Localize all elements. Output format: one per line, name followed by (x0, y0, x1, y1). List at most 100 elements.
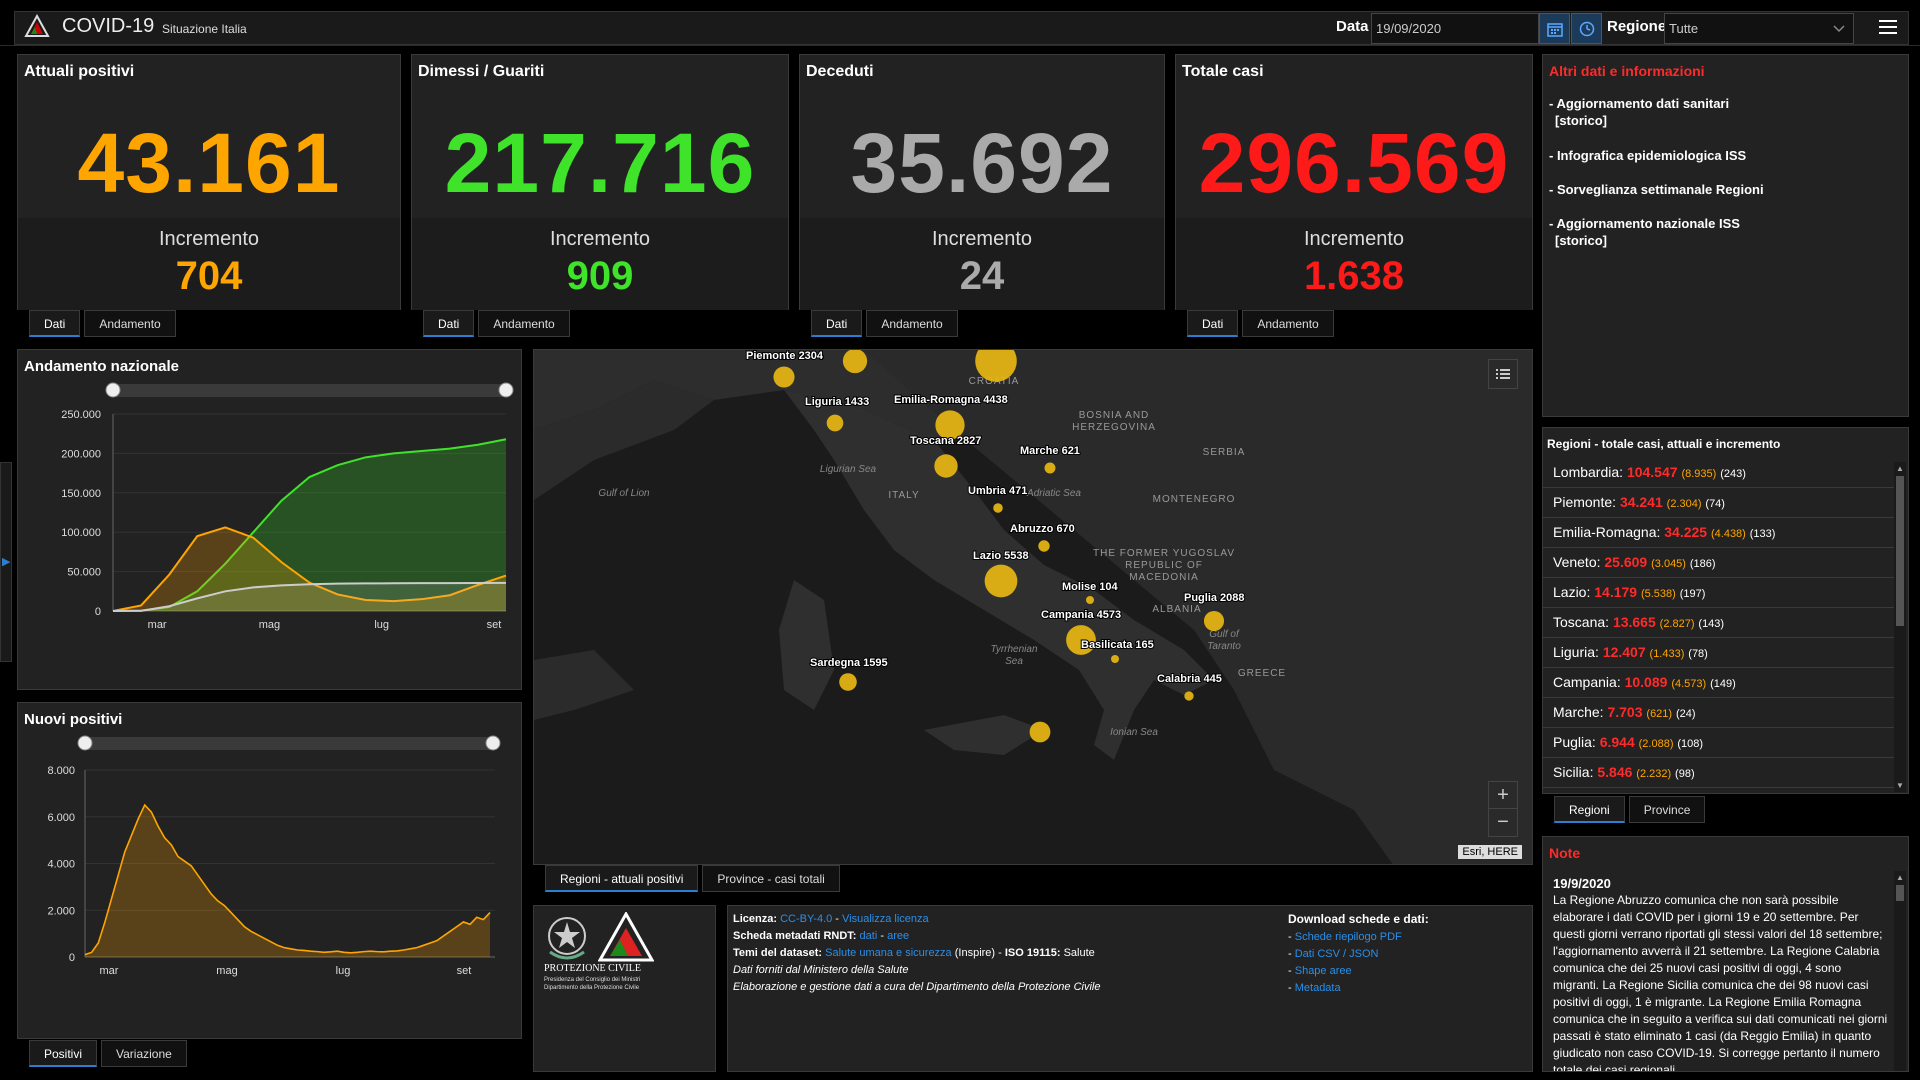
scroll-down-icon[interactable]: ▼ (1896, 781, 1904, 790)
info-link-4-sub: [storico] (1555, 233, 1607, 248)
app-subtitle: Situazione Italia (162, 22, 247, 36)
notes-scroll-up-icon[interactable]: ▲ (1896, 873, 1904, 882)
region-row[interactable]: Liguria: 12.407 (1.433) (78) (1543, 638, 1895, 668)
region-bubble (1203, 610, 1225, 632)
tab-regioni-attuali[interactable]: Regioni - attuali positivi (545, 865, 699, 892)
info-link-2[interactable]: - Infografica epidemiologica ISS (1549, 147, 1899, 164)
region-name: Piemonte: (1553, 494, 1617, 510)
stat-card-title: Dimessi / Guariti (418, 63, 545, 80)
download-pdf[interactable]: - Schede riepilogo PDF (1288, 931, 1402, 943)
region-row[interactable]: Campania: 10.089 (4.573) (149) (1543, 668, 1895, 698)
tab-andamento[interactable]: Andamento (1242, 310, 1334, 337)
series-guariti-area (113, 439, 506, 611)
region-active: (2.088) (1638, 738, 1674, 750)
y-tick-label: 8.000 (47, 765, 75, 777)
zoom-out-icon[interactable]: − (1497, 811, 1509, 833)
region-bubble-label: Campania 4573 (1041, 609, 1121, 621)
region-row[interactable]: Sicilia: 5.846 (2.232) (98) (1543, 758, 1895, 788)
x-tick-label: lug (374, 619, 389, 631)
menu-button[interactable] (1877, 17, 1899, 37)
stat-card-footer (18, 218, 400, 310)
info-link-4[interactable]: - Aggiornamento nazionale ISS [storico] (1549, 215, 1899, 249)
map-panel[interactable]: CROATIABOSNIA ANDHERZEGOVINASERBIAMONTEN… (533, 349, 1533, 865)
region-row[interactable]: Puglia: 6.944 (2.088) (108) (1543, 728, 1895, 758)
stat-card-footer (1176, 218, 1532, 310)
download-metadata[interactable]: - Metadata (1288, 982, 1341, 994)
map-attribution[interactable]: Esri, HERE (1458, 845, 1522, 859)
region-total: 10.089 (1624, 674, 1668, 690)
region-bubble (1184, 691, 1194, 701)
regions-scroll-thumb[interactable] (1896, 476, 1904, 626)
map-canvas[interactable]: CROATIABOSNIA ANDHERZEGOVINASERBIAMONTEN… (534, 350, 1533, 865)
regions-list[interactable]: Lombardia: 104.547 (8.935) (243) Piemonte… (1543, 458, 1895, 788)
region-row[interactable]: Veneto: 25.609 (3.045) (186) (1543, 548, 1895, 578)
tab-regioni[interactable]: Regioni (1554, 796, 1625, 823)
x-tick-label: mar (100, 965, 119, 977)
download-pdf-link[interactable]: Schede riepilogo PDF (1294, 931, 1402, 943)
legend-button[interactable] (1488, 359, 1518, 389)
tab-andamento[interactable]: Andamento (478, 310, 570, 337)
downloads-block: Download schede e dati: - Schede riepilo… (1288, 911, 1518, 997)
tab-province[interactable]: Province (1628, 796, 1706, 823)
tab-variazione[interactable]: Variazione (101, 1040, 187, 1067)
region-select[interactable]: Tutte (1664, 13, 1854, 44)
license-line: Licenza: CC-BY-4.0 - Visualizza licenza (733, 911, 1273, 928)
license-panel: Licenza: CC-BY-4.0 - Visualizza licenza … (727, 905, 1533, 1072)
stat-card-value: 43.161 (77, 116, 341, 210)
date-input[interactable]: 19/09/2020 (1371, 13, 1539, 44)
side-panel-toggle[interactable]: ▶ (0, 462, 12, 662)
scroll-up-icon[interactable]: ▲ (1896, 464, 1904, 473)
download-shape[interactable]: - Shape aree (1288, 965, 1352, 977)
region-row[interactable]: Emilia-Romagna: 34.225 (4.438) (133) (1543, 518, 1895, 548)
tab-andamento[interactable]: Andamento (866, 310, 958, 337)
tab-positivi[interactable]: Positivi (29, 1040, 98, 1067)
download-csv-link[interactable]: Dati CSV / JSON (1294, 948, 1379, 960)
region-row[interactable]: Lombardia: 104.547 (8.935) (243) (1543, 458, 1895, 488)
tab-province-totali[interactable]: Province - casi totali (702, 865, 840, 892)
region-increment: (108) (1677, 738, 1704, 750)
zoom-in-icon[interactable]: + (1489, 782, 1517, 809)
stat-card-1: Dimessi / Guariti 217.716 Incremento 909 (411, 54, 789, 310)
tab-dati[interactable]: Dati (1187, 310, 1239, 337)
info-link-3[interactable]: - Sorveglianza settimanale Regioni (1549, 181, 1899, 198)
region-bubble (1029, 721, 1051, 743)
metadata-line: Scheda metadati RNDT: dati - aree (733, 930, 910, 942)
tab-dati[interactable]: Dati (29, 310, 81, 337)
notes-scroll-thumb[interactable] (1896, 885, 1904, 901)
country-label: ITALY (888, 490, 919, 501)
region-bubble (773, 366, 795, 388)
country-label: GREECE (1238, 668, 1286, 679)
metadata-data-link[interactable]: dati (859, 930, 878, 942)
region-total: 34.225 (1664, 524, 1708, 540)
regions-scrollbar[interactable]: ▲ ▼ (1894, 462, 1906, 792)
download-metadata-link[interactable]: Metadata (1294, 982, 1341, 994)
view-license-link[interactable]: Visualizza licenza (842, 913, 929, 925)
region-row[interactable]: Lazio: 14.179 (5.538) (197) (1543, 578, 1895, 608)
info-link-1[interactable]: - Aggiornamento dati sanitari [storico] (1549, 95, 1899, 129)
notes-scrollbar[interactable]: ▲ (1894, 871, 1906, 1071)
logo-title: PROTEZIONE CIVILE (544, 963, 641, 974)
new-positives-title: Nuovi positivi (24, 711, 123, 728)
new-positives-chart[interactable]: 8.000 6.000 4.000 2.000 0 mar mag lug set (18, 703, 523, 1040)
calendar-button[interactable] (1539, 13, 1570, 44)
themes-link[interactable]: Salute umana e sicurezza (825, 947, 952, 959)
region-name: Puglia: (1553, 734, 1596, 750)
download-shape-link[interactable]: Shape aree (1294, 965, 1352, 977)
region-bubble-label: Sardegna 1595 (810, 657, 888, 669)
map-tabs: Regioni - attuali positivi Province - ca… (545, 865, 840, 892)
tab-dati[interactable]: Dati (811, 310, 863, 337)
metadata-areas-link[interactable]: aree (887, 930, 910, 942)
region-active: (2.827) (1659, 618, 1695, 630)
download-csv[interactable]: - Dati CSV / JSON (1288, 948, 1379, 960)
region-row[interactable]: Marche: 7.703 (621) (24) (1543, 698, 1895, 728)
region-row[interactable]: Piemonte: 34.241 (2.304) (74) (1543, 488, 1895, 518)
national-trend-chart[interactable]: 250.000 200.000 150.000 100.000 50.000 0 mar ma… (18, 350, 523, 691)
protezione-civile-logo-icon (24, 14, 50, 37)
tab-dati[interactable]: Dati (423, 310, 475, 337)
time-button[interactable] (1571, 13, 1602, 44)
license-link[interactable]: CC-BY-4.0 (780, 913, 833, 925)
tab-andamento[interactable]: Andamento (84, 310, 176, 337)
region-name: Veneto: (1553, 554, 1601, 570)
stat-card-tabs-3: Dati Andamento (1187, 310, 1334, 337)
region-row[interactable]: Toscana: 13.665 (2.827) (143) (1543, 608, 1895, 638)
